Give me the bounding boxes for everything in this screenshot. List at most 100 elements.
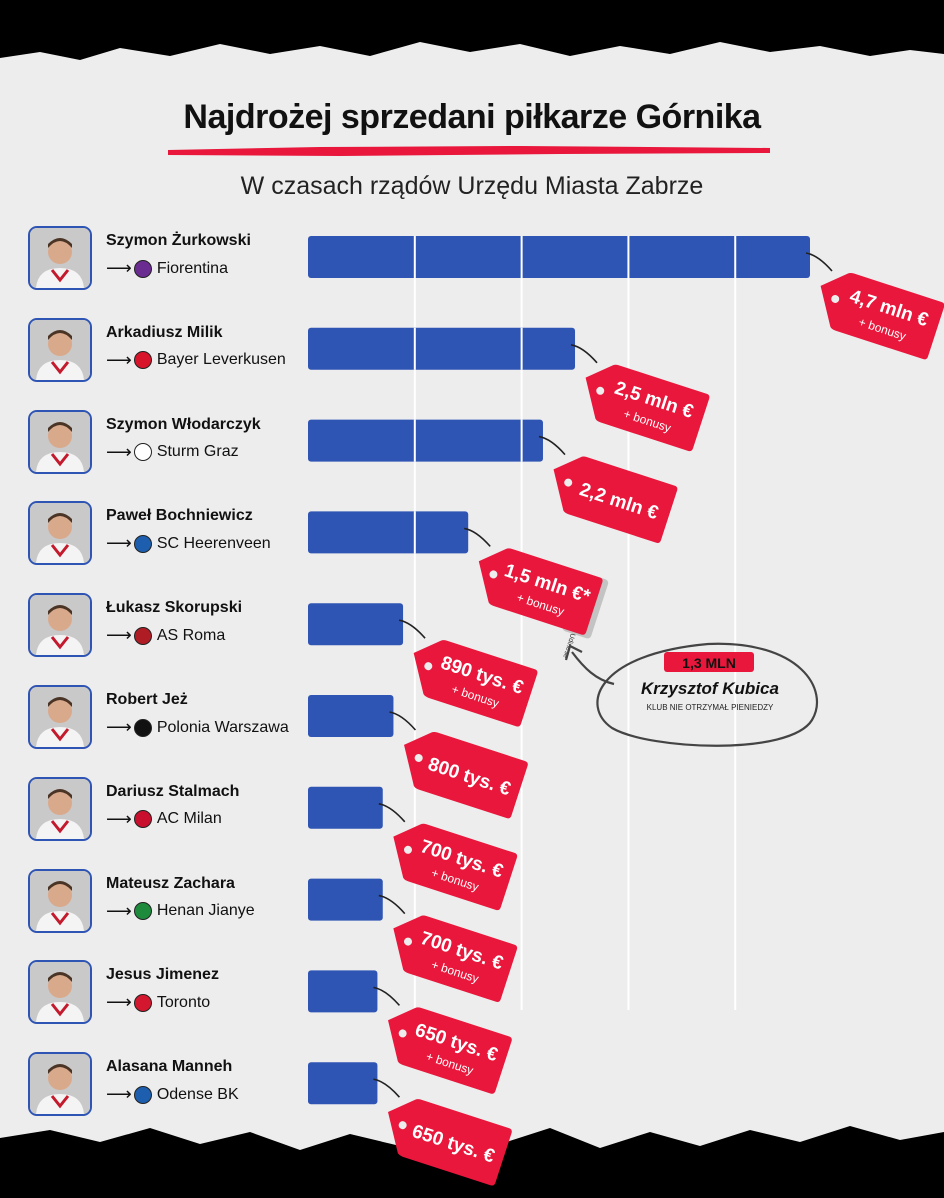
price-tag-body: [820, 272, 944, 360]
tag-hole: [414, 753, 423, 762]
annotation-name: Krzysztof Kubica: [641, 679, 779, 698]
player-name: Mateusz Zachara: [106, 874, 235, 892]
player-name: Arkadiusz Milik: [106, 323, 223, 341]
club-name: Fiorentina: [156, 259, 228, 277]
bar: [308, 878, 383, 921]
tag-string: [378, 803, 406, 823]
polonia-warszawa-icon: [133, 718, 152, 737]
as-roma-icon: [133, 626, 152, 645]
player-avatar: [28, 1052, 92, 1117]
bar: [308, 1062, 378, 1105]
tag-string: [389, 711, 417, 731]
club-name: Sturm Graz: [156, 443, 239, 461]
amount-badge: [664, 652, 754, 672]
arrow-right-icon: ⟶: [106, 441, 132, 462]
player-avatar: [28, 593, 92, 658]
player-club: ⟶ Fiorentina: [106, 258, 228, 279]
player-avatar: [28, 226, 92, 290]
arrow-right-icon: ⟶: [106, 349, 132, 370]
player-name: Alasana Manneh: [106, 1058, 233, 1076]
odense-bk-icon: [133, 1085, 152, 1104]
tag-string: [373, 986, 401, 1006]
tag-hole: [831, 294, 840, 303]
tag-string: [398, 619, 426, 639]
player-avatar: [28, 776, 92, 841]
player-club: ⟶ AS Roma: [106, 625, 225, 646]
player-name: Jesus Jimenez: [106, 966, 219, 984]
annotation-note: KLUB NIE OTRZYMAŁ PIENIEDZY: [647, 703, 774, 712]
page-title: Najdrożej sprzedani piłkarze Górnika: [183, 98, 761, 136]
bar: [308, 695, 394, 737]
bayer-leverkusen-icon: [133, 351, 152, 370]
price-tag: *połowa trafiła do Udinese1,5 mln €*+ bo…: [478, 548, 609, 659]
player-club: ⟶ AC Milan: [106, 809, 222, 830]
tag-hole: [398, 1121, 407, 1130]
tag-hole: [403, 845, 412, 854]
club-name: Henan Jianye: [156, 902, 255, 920]
player-name: Szymon Żurkowski: [106, 232, 251, 249]
player-name: Paweł Bochniewicz: [106, 507, 253, 525]
arrow-right-icon: ⟶: [106, 808, 132, 829]
bar: [308, 970, 378, 1013]
player-name: Szymon Włodarczyk: [106, 415, 261, 433]
annotation-arrow: [571, 651, 615, 686]
tag-string: [538, 435, 566, 456]
tag-hole: [424, 662, 433, 671]
player-avatar: [28, 868, 92, 933]
tag-string: [378, 894, 406, 915]
price-tag: 650 tys. €: [388, 1099, 512, 1186]
player-name: Robert Jeż: [106, 691, 188, 708]
tag-string: [805, 252, 833, 272]
player-club: ⟶ Odense BK: [106, 1084, 239, 1105]
fiorentina-icon: [133, 259, 152, 278]
bar: [308, 327, 576, 370]
club-name: AS Roma: [156, 626, 226, 644]
price-tag: 700 tys. €+ bonusy: [393, 823, 518, 911]
tag-hole: [403, 937, 412, 946]
tag-hole: [564, 478, 573, 487]
tag-hole: [489, 570, 498, 579]
player-club: ⟶ Polonia Warszawa: [106, 717, 289, 738]
price-tag-body: [413, 640, 538, 727]
title-underline: [168, 146, 770, 156]
arrow-right-icon: ⟶: [106, 533, 132, 554]
arrow-right-icon: ⟶: [106, 625, 132, 646]
player-avatar: [28, 317, 92, 382]
toronto-icon: [133, 993, 152, 1012]
price-tag: 2,5 mln €+ bonusy: [585, 364, 710, 452]
player-club: ⟶ Toronto: [106, 992, 210, 1013]
price-tag-body: [393, 915, 518, 1002]
arrow-right-icon: ⟶: [106, 258, 132, 278]
bar: [308, 236, 810, 278]
price-tag: 800 tys. €: [404, 731, 528, 819]
price-tag-body: [553, 456, 678, 543]
tag-hole: [596, 386, 605, 395]
player-club: ⟶ Bayer Leverkusen: [106, 350, 286, 371]
page-subtitle: W czasach rządów Urzędu Miasta Zabrze: [240, 172, 704, 200]
club-name: Toronto: [156, 993, 211, 1011]
club-name: Polonia Warszawa: [156, 718, 289, 736]
club-name: SC Heerenveen: [156, 534, 271, 552]
club-name: Odense BK: [156, 1085, 239, 1103]
bar: [308, 603, 404, 646]
arrow-right-icon: ⟶: [106, 1084, 132, 1105]
club-name: AC Milan: [156, 810, 222, 828]
arrow-right-icon: ⟶: [106, 900, 132, 921]
ac-milan-icon: [133, 810, 152, 829]
kubica-annotation: 1,3 MLN Krzysztof Kubica KLUB NIE OTRZYMAŁ…: [564, 642, 818, 747]
player-name: Łukasz Skorupski: [106, 599, 243, 617]
price-tag-body: [478, 548, 603, 635]
price-tag-body: [388, 1099, 512, 1186]
player-club: ⟶ SC Heerenveen: [106, 533, 271, 554]
price-tag: 650 tys. €+ bonusy: [388, 1007, 512, 1094]
player-club: ⟶ Sturm Graz: [106, 442, 239, 463]
price-tag-body: [585, 364, 710, 452]
player-club: ⟶ Henan Jianye: [106, 901, 255, 922]
bar: [308, 419, 543, 462]
club-name: Bayer Leverkusen: [156, 351, 286, 369]
tag-string: [570, 344, 598, 364]
price-tag-body: [393, 823, 518, 911]
